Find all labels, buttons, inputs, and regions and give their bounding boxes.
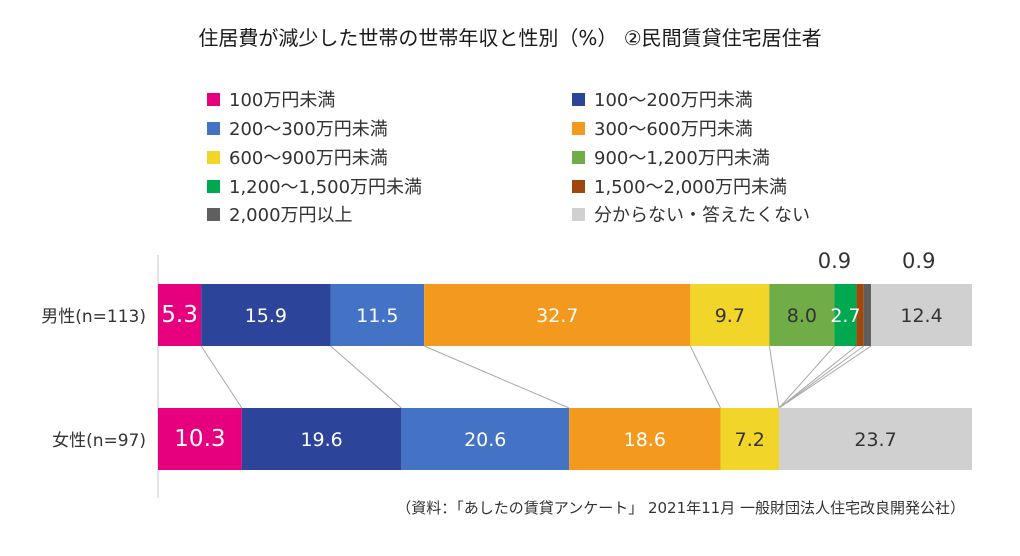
legend-item: 600～900万円未満	[207, 145, 388, 169]
legend-item: 1,500～2,000万円未満	[572, 174, 787, 198]
bar-segment	[690, 284, 770, 346]
legend-item: 1,200～1,500万円未満	[207, 174, 422, 198]
chart-title: 住居費が減少した世帯の世帯年収と性別（%） ②民間賃貸住宅居住者	[198, 26, 822, 50]
data-label: 15.9	[245, 305, 287, 327]
legend-swatch	[207, 92, 220, 106]
bar-segment	[241, 408, 402, 470]
data-label: 0.9	[902, 249, 935, 273]
data-label: 10.3	[174, 426, 225, 452]
connector-line	[778, 345, 857, 409]
bar-segment	[424, 284, 691, 346]
legend-swatch	[572, 92, 585, 106]
bar-segment	[330, 284, 425, 346]
legend-label: 600～900万円未満	[229, 148, 388, 169]
bar-segment	[158, 284, 202, 346]
legend-label: 900～1,200万円未満	[594, 148, 770, 169]
legend-swatch	[207, 150, 220, 164]
legend-item: 300～600万円未満	[572, 116, 753, 140]
legend-label: 100～200万円未満	[594, 90, 753, 111]
bar-segment	[834, 284, 857, 346]
data-label: 8.0	[787, 305, 817, 327]
bar-segment	[856, 284, 864, 346]
legend-item: 200～300万円未満	[207, 116, 388, 140]
legend-item: 100～200万円未満	[572, 87, 753, 111]
data-label: 32.7	[536, 305, 578, 327]
bar-segment	[569, 408, 721, 470]
bar-segment	[201, 284, 331, 346]
data-label: 5.3	[161, 302, 198, 328]
category-label: 男性(n=113)	[41, 307, 146, 327]
connector-line	[423, 345, 570, 409]
legend-swatch	[207, 207, 220, 221]
data-label: 12.4	[900, 305, 942, 327]
bar-segment	[779, 408, 972, 470]
data-label: 2.7	[830, 305, 860, 327]
connector-line	[689, 345, 721, 409]
source-note: （資料：「あしたの賃貸アンケート」 2021年11月 一般財団法人住宅改良開発公…	[396, 499, 965, 517]
legend-item: 900～1,200万円未満	[572, 145, 770, 169]
data-label: 18.6	[624, 429, 666, 451]
data-label: 0.9	[818, 249, 851, 273]
legend-item: 100万円未満	[207, 87, 335, 111]
data-label: 19.6	[300, 429, 342, 451]
bar-segment	[863, 284, 872, 346]
legend-label: 2,000万円以上	[229, 205, 353, 226]
data-label: 7.2	[735, 429, 765, 451]
connector-line	[778, 345, 872, 409]
legend-swatch	[572, 207, 585, 221]
connector-line	[200, 345, 243, 409]
connector-line	[778, 345, 865, 409]
connector-line	[778, 345, 835, 409]
legend-label: 200～300万円未満	[229, 119, 388, 140]
connector-line	[330, 345, 402, 409]
legend-swatch	[207, 179, 220, 193]
legend-label: 1,200～1,500万円未満	[229, 177, 423, 198]
bar-segment	[769, 284, 835, 346]
bar-segment	[158, 408, 242, 470]
legend-item: 分からない・答えたくない	[572, 202, 810, 226]
bar-segment	[871, 284, 972, 346]
bar-segment	[401, 408, 570, 470]
connector-line	[768, 345, 780, 409]
data-label: 9.7	[715, 305, 745, 327]
legend-swatch	[207, 121, 220, 135]
legend-swatch	[572, 179, 585, 193]
legend-swatch	[572, 150, 585, 164]
legend-item: 2,000万円以上	[207, 202, 353, 226]
bar-segment	[720, 408, 780, 470]
category-label: 女性(n=97)	[52, 431, 146, 451]
legend-label: 分からない・答えたくない	[594, 205, 810, 226]
data-label: 11.5	[356, 305, 398, 327]
legend-swatch	[572, 121, 585, 135]
legend-label: 300～600万円未満	[594, 119, 753, 140]
legend-label: 100万円未満	[229, 90, 336, 111]
data-label: 23.7	[854, 429, 896, 451]
data-label: 20.6	[464, 429, 506, 451]
legend-label: 1,500～2,000万円未満	[594, 177, 788, 198]
